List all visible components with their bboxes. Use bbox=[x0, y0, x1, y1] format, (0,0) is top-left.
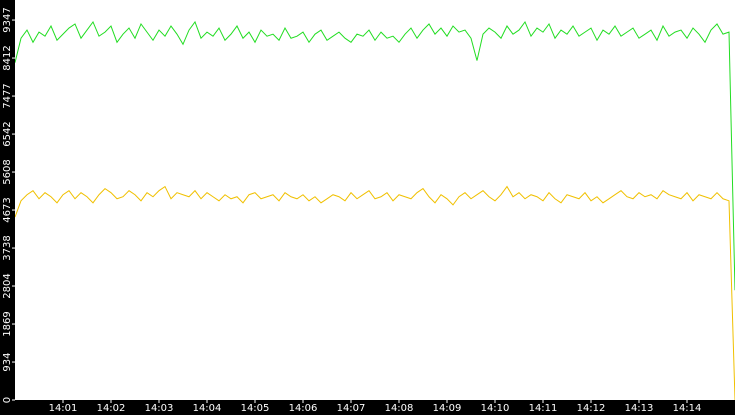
x-tick-label: 14:01 bbox=[49, 403, 78, 414]
y-tick-label: 2804 bbox=[2, 273, 13, 298]
x-tick-label: 14:09 bbox=[433, 403, 462, 414]
x-axis-strip bbox=[0, 400, 735, 415]
x-tick-label: 14:03 bbox=[145, 403, 174, 414]
y-tick-label: 1869 bbox=[2, 311, 13, 336]
x-tick-label: 14:06 bbox=[289, 403, 318, 414]
x-tick-label: 14:14 bbox=[673, 403, 702, 414]
y-tick-label: 0 bbox=[2, 397, 13, 403]
series-line bbox=[15, 185, 735, 400]
x-tick-label: 14:12 bbox=[577, 403, 606, 414]
y-tick-label: 8412 bbox=[2, 45, 13, 70]
x-tick-label: 14:07 bbox=[337, 403, 366, 414]
y-tick-label: 934 bbox=[2, 352, 13, 371]
y-axis-strip bbox=[0, 0, 15, 415]
y-tick-label: 3738 bbox=[2, 235, 13, 260]
plot-area bbox=[15, 20, 735, 400]
x-tick-label: 14:10 bbox=[481, 403, 510, 414]
y-tick-label: 4673 bbox=[2, 197, 13, 222]
series-line bbox=[15, 20, 735, 291]
y-tick-label: 9347 bbox=[2, 7, 13, 32]
x-tick-label: 14:08 bbox=[385, 403, 414, 414]
y-tick-label: 7477 bbox=[2, 83, 13, 108]
x-tick-label: 14:02 bbox=[97, 403, 126, 414]
x-tick-label: 14:13 bbox=[625, 403, 654, 414]
x-tick-label: 14:11 bbox=[529, 403, 558, 414]
y-tick-label: 6542 bbox=[2, 121, 13, 146]
x-tick-label: 14:05 bbox=[241, 403, 270, 414]
x-tick-label: 14:04 bbox=[193, 403, 222, 414]
y-tick-label: 5608 bbox=[2, 159, 13, 184]
